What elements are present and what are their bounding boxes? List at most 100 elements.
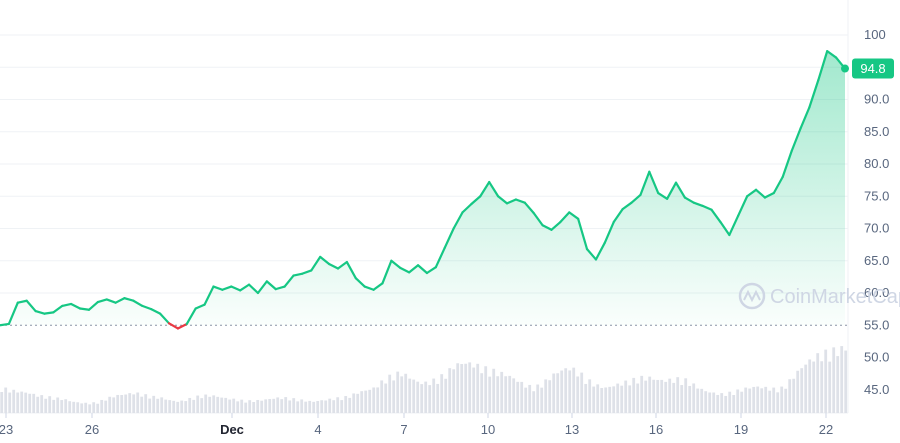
price-line-segment <box>505 198 517 205</box>
volume-bar <box>356 393 360 413</box>
volume-bar <box>692 383 696 413</box>
volume-bar <box>440 374 444 413</box>
volume-bar <box>632 377 636 413</box>
volume-bar <box>652 379 656 413</box>
volume-bar <box>844 350 848 413</box>
price-line-segment <box>799 106 811 130</box>
price-line-segment <box>310 255 322 272</box>
volume-bar <box>176 401 180 413</box>
volume-bar <box>200 398 204 413</box>
volume-bar <box>164 399 168 413</box>
y-tick-label: 100 <box>864 27 886 42</box>
volume-bar <box>412 379 416 413</box>
price-area-fill <box>0 51 845 326</box>
volume-bar <box>804 364 808 413</box>
volume-bar <box>180 400 184 413</box>
price-line-segment <box>737 195 749 217</box>
coinmarketcap-logo-mark <box>743 289 761 303</box>
volume-bar <box>380 380 384 413</box>
price-line-segment <box>639 170 651 197</box>
volume-bar <box>620 385 624 413</box>
volume-bar <box>296 401 300 413</box>
price-line-segment <box>692 201 704 208</box>
price-line-segment <box>790 127 802 153</box>
volume-bar <box>232 398 236 413</box>
volume-bar <box>308 400 312 413</box>
y-tick-label: 80.0 <box>864 156 889 171</box>
price-line-segment <box>808 79 820 109</box>
volume-bar <box>600 388 604 413</box>
price-line-segment <box>185 307 197 326</box>
price-line-segment <box>399 266 411 274</box>
volume-bar <box>408 378 412 413</box>
volume-bar <box>280 399 284 413</box>
price-line-segment <box>488 180 500 198</box>
volume-bar <box>100 399 104 413</box>
volume-bar <box>824 349 828 413</box>
price-line <box>0 50 847 330</box>
y-tick-label: 60.0 <box>864 285 889 300</box>
volume-bar <box>732 394 736 413</box>
price-line-segment <box>265 280 277 291</box>
volume-bar <box>288 400 292 413</box>
volume-bar <box>776 392 780 413</box>
price-line-segment <box>754 188 767 199</box>
volume-bar <box>104 400 108 413</box>
price-line-segment <box>470 195 482 206</box>
volume-bar <box>240 399 244 413</box>
volume-bar <box>484 366 488 413</box>
x-tick-label: 19 <box>734 422 748 437</box>
coinmarketcap-watermark: CoinMarketCap <box>738 282 900 310</box>
volume-bar <box>488 376 492 413</box>
volume-bar <box>368 389 372 413</box>
price-line-segment <box>550 220 562 231</box>
price-line-segment <box>514 198 526 204</box>
price-line-segment <box>159 312 171 325</box>
x-tick-label: 10 <box>481 422 495 437</box>
price-line-segment <box>612 208 624 224</box>
x-tick-label: 13 <box>565 422 579 437</box>
volume-bar <box>464 363 468 413</box>
volume-bar <box>112 397 116 413</box>
volume-bar <box>136 392 140 413</box>
volume-bar <box>352 393 356 413</box>
volume-bar <box>344 396 348 413</box>
price-line-segment <box>363 285 375 291</box>
volume-bar <box>424 381 428 413</box>
x-tick-label: 4 <box>314 422 321 437</box>
volume-bar <box>372 387 376 413</box>
volume-bar <box>388 374 392 413</box>
volume-bar <box>64 399 68 413</box>
volume-bar <box>668 378 672 413</box>
price-line-segment <box>666 181 678 200</box>
volume-bar <box>292 398 296 413</box>
volume-bar <box>216 396 220 413</box>
volume-bar <box>392 380 396 413</box>
volume-bar <box>228 399 232 413</box>
volume-bar <box>256 399 260 413</box>
volume-bar <box>184 401 188 413</box>
volume-bar <box>800 368 804 413</box>
volume-bar <box>604 387 608 413</box>
volume-bar <box>456 363 460 413</box>
price-line-segment <box>70 302 82 310</box>
price-line-segment <box>443 227 455 249</box>
y-axis-ticks: 10095.090.085.080.075.070.065.060.055.05… <box>864 27 889 397</box>
volume-bar <box>116 394 120 413</box>
x-tick-label: 26 <box>85 422 99 437</box>
price-line-segment <box>105 298 117 304</box>
price-line-segment <box>292 272 304 277</box>
price-line-segment <box>648 170 660 195</box>
volume-bar <box>672 382 676 413</box>
volume-bar <box>556 373 560 413</box>
volume-bar <box>820 361 824 413</box>
gridlines <box>0 0 849 414</box>
price-line-segment <box>541 224 553 231</box>
volume-bar <box>548 380 552 413</box>
price-line-segment <box>301 269 313 275</box>
volume-bar <box>452 369 456 413</box>
volume-bar <box>300 399 304 413</box>
price-line-segment <box>434 246 446 269</box>
volume-bar <box>616 383 620 413</box>
volume-bar <box>128 393 132 413</box>
